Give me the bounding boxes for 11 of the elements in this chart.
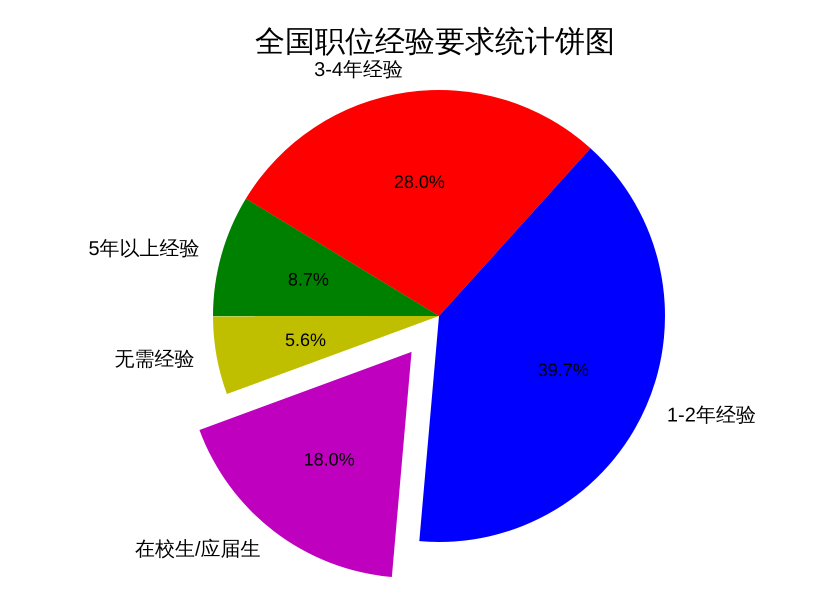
slice-label: 1-2年经验: [666, 404, 756, 426]
slice-label: 无需经验: [114, 348, 194, 371]
slice-label: 5年以上经验: [88, 238, 200, 260]
data-label: 18.0%: [304, 450, 355, 470]
slice-label: 在校生/应届生: [134, 538, 261, 560]
title: 全国职位经验要求统计饼图: [255, 26, 615, 58]
slice-label: 3-4年经验: [314, 59, 404, 82]
data-label: 39.7%: [538, 360, 589, 380]
data-label: 5.6%: [284, 330, 326, 350]
data-label: 8.7%: [288, 269, 329, 290]
data-label: 28.0%: [394, 172, 445, 192]
